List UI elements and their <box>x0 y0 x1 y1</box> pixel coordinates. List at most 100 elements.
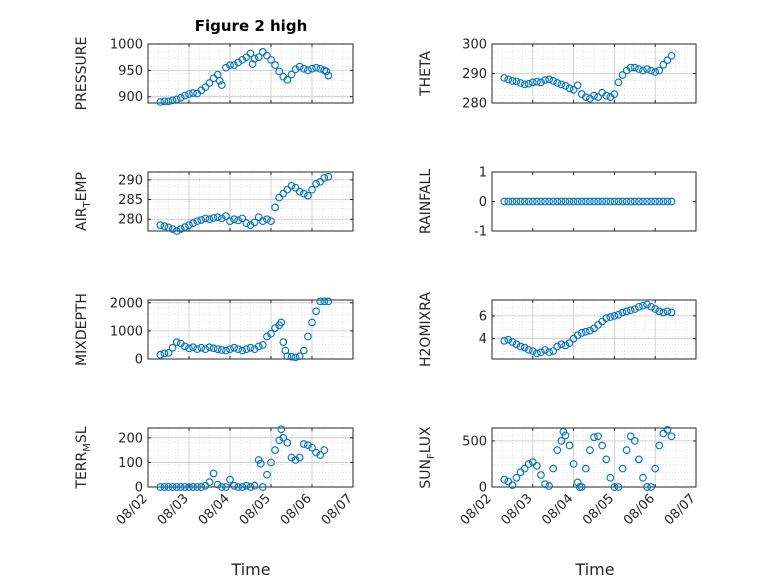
data-point <box>598 197 607 206</box>
data-point <box>160 483 169 491</box>
data-point <box>557 437 566 445</box>
data-point <box>647 483 655 491</box>
data-point <box>189 89 197 97</box>
data-point <box>533 197 541 206</box>
data-point <box>299 346 308 355</box>
data-point <box>602 197 611 206</box>
data-point <box>594 93 602 101</box>
data-point <box>164 97 173 106</box>
data-point <box>533 349 541 358</box>
data-point <box>614 483 623 491</box>
panel-sun: 0 500 SUNFLUX 08/02 08/03 08/04 08/05 08/06 08/0… <box>418 426 699 528</box>
data-point <box>160 222 169 231</box>
data-point <box>209 214 218 222</box>
data-point <box>283 438 292 447</box>
data-point <box>322 67 331 76</box>
data-point <box>577 197 586 206</box>
data-point <box>222 212 230 220</box>
data-point <box>508 197 517 206</box>
data-point <box>647 66 655 75</box>
data-point <box>197 216 206 224</box>
data-point <box>312 448 320 457</box>
data-point <box>577 329 586 337</box>
data-point <box>263 51 271 60</box>
data-point <box>667 197 676 206</box>
data-point <box>287 352 296 361</box>
data-point <box>659 60 668 69</box>
data-point <box>559 427 568 436</box>
data-point <box>557 340 566 349</box>
data-point <box>156 350 165 359</box>
data-point <box>209 74 218 83</box>
data-point <box>242 345 251 354</box>
data-point <box>304 66 312 75</box>
data-point <box>275 67 284 76</box>
data-point <box>324 297 333 306</box>
y-axis-label: THETA <box>418 51 434 97</box>
data-point <box>316 451 325 459</box>
data-point <box>643 197 651 206</box>
data-point <box>176 93 185 102</box>
data-point <box>197 483 206 491</box>
data-point <box>606 197 615 206</box>
data-point <box>524 460 533 468</box>
data-point <box>230 481 238 490</box>
data-point <box>561 82 570 90</box>
data-point <box>234 216 243 225</box>
data-point <box>643 483 651 491</box>
data-point <box>168 483 177 491</box>
data-point <box>586 326 594 335</box>
data-point <box>516 79 525 87</box>
data-point <box>565 197 574 206</box>
data-point <box>575 483 584 491</box>
data-point <box>185 344 193 353</box>
data-point <box>246 49 255 58</box>
data-point <box>659 197 668 206</box>
data-point <box>663 56 672 65</box>
data-point <box>176 483 185 491</box>
data-point <box>238 346 247 355</box>
data-point <box>308 64 316 73</box>
panel-mixdepth: 0 1000 2000 MIXDEPTH <box>74 293 354 368</box>
data-point <box>520 464 529 473</box>
data-point <box>581 327 590 336</box>
data-point <box>569 460 578 468</box>
data-point <box>283 75 292 84</box>
data-point <box>209 344 218 353</box>
data-point <box>205 215 214 224</box>
axes-box <box>147 427 354 488</box>
data-point <box>201 214 210 223</box>
data-point <box>213 345 222 354</box>
y-tick-label: 950 <box>118 64 143 79</box>
data-point <box>205 343 214 352</box>
data-point <box>197 343 206 352</box>
data-point <box>647 197 655 206</box>
data-point <box>659 308 668 317</box>
data-point <box>246 343 255 352</box>
data-point <box>663 197 672 206</box>
data-point <box>213 213 222 222</box>
panel-rainfall: -1 0 1 RAINFALL <box>418 166 697 240</box>
data-point <box>275 436 284 445</box>
data-point <box>561 341 570 350</box>
data-point <box>185 483 193 491</box>
data-point <box>541 197 549 206</box>
data-point <box>164 348 173 357</box>
data-point <box>667 51 676 60</box>
data-point <box>324 172 333 181</box>
x-tick-label: 08/05 <box>580 491 617 528</box>
y-tick-label: 0 <box>479 195 487 210</box>
data-point <box>250 54 259 63</box>
data-point <box>279 338 288 346</box>
data-point <box>557 197 566 206</box>
y-tick-label: 1000 <box>110 38 143 53</box>
x-axis-label-right: Time <box>574 560 614 579</box>
data-point <box>201 481 210 490</box>
data-point <box>279 189 288 198</box>
data-point <box>291 456 300 464</box>
data-point <box>512 77 521 86</box>
data-point <box>639 301 647 310</box>
data-point <box>205 478 214 486</box>
data-point <box>226 217 234 226</box>
data-point <box>622 197 631 206</box>
